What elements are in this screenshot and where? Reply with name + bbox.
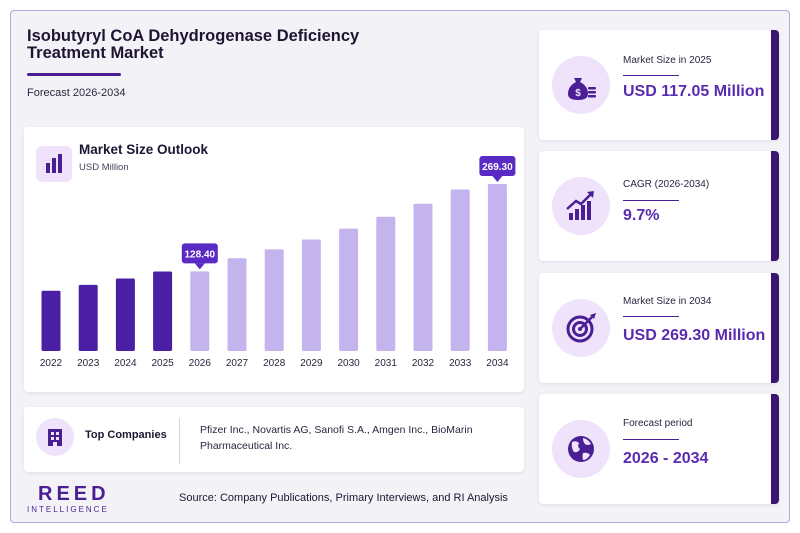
stat-divider: [623, 75, 679, 76]
logo-wordmark: REED: [38, 483, 110, 505]
title-underline: [27, 73, 121, 76]
stat-value: USD 117.05 Million: [623, 83, 765, 100]
svg-text:$: $: [575, 88, 581, 99]
stat-card-market-2034: Market Size in 2034 USD 269.30 Million: [539, 273, 779, 383]
stat-label: Market Size in 2034: [623, 296, 712, 307]
stat-value: 2026 - 2034: [623, 450, 709, 467]
chart-unit: USD Million: [79, 162, 129, 173]
bar-chart-icon: [36, 146, 72, 182]
card-edge: [771, 151, 779, 261]
building-icon: [36, 418, 74, 456]
money-bag-icon: $: [552, 56, 610, 114]
target-icon: [552, 299, 610, 357]
forecast-label: Forecast 2026-2034: [27, 87, 126, 99]
source-note: Source: Company Publications, Primary In…: [179, 492, 508, 504]
stat-label: Market Size in 2025: [623, 55, 712, 66]
top-companies-label: Top Companies: [85, 429, 167, 441]
companies-divider: [179, 418, 180, 464]
card-edge: [771, 394, 779, 504]
stat-value: 9.7%: [623, 207, 660, 224]
stat-label: Forecast period: [623, 418, 693, 429]
logo-subtitle: INTELLIGENCE: [27, 505, 109, 514]
card-edge: [771, 30, 779, 140]
growth-chart-icon: [552, 177, 610, 235]
stat-divider: [623, 439, 679, 440]
stat-card-market-2025: $ Market Size in 2025 USD 117.05 Million: [539, 30, 779, 140]
stat-divider: [623, 200, 679, 201]
stat-card-cagr: CAGR (2026-2034) 9.7%: [539, 151, 779, 261]
card-edge: [771, 273, 779, 383]
stat-divider: [623, 316, 679, 317]
globe-icon: [552, 420, 610, 478]
top-companies-card: [24, 407, 524, 472]
stat-card-forecast-period: Forecast period 2026 - 2034: [539, 394, 779, 504]
stat-label: CAGR (2026-2034): [623, 179, 710, 190]
chart-title: Market Size Outlook: [79, 142, 209, 157]
top-companies-list: Pfizer Inc., Novartis AG, Sanofi S.A., A…: [200, 424, 473, 452]
stat-value: USD 269.30 Million: [623, 327, 766, 344]
page-title: Isobutyryl CoA Dehydrogenase Deficiency …: [27, 27, 360, 62]
